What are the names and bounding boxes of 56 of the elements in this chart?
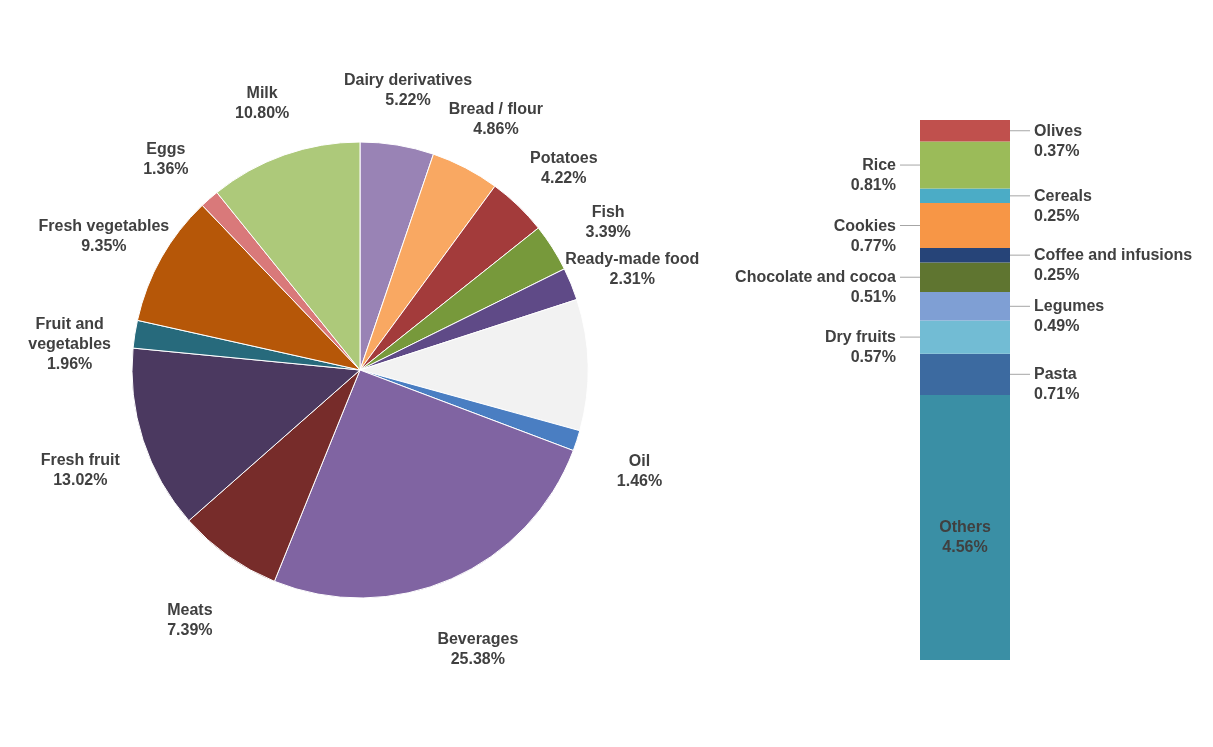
slice-label: Potatoes — [530, 149, 598, 167]
data-label: 4.22% — [541, 169, 587, 187]
data-label: 0.49% — [1034, 317, 1080, 335]
data-label: 0.25% — [1034, 206, 1080, 224]
series-label: Others — [939, 518, 991, 536]
bar — [920, 247, 1010, 263]
data-label: 0.25% — [1034, 266, 1080, 284]
data-label: 0.71% — [1034, 385, 1080, 403]
data-label: 0.37% — [1034, 141, 1080, 159]
series-label: Pasta — [1034, 365, 1077, 383]
series-label: Dry fruits — [824, 328, 897, 346]
slice-label: Oil — [628, 452, 651, 470]
data-label: 1.36% — [143, 160, 189, 178]
series-label: Coffee and infusions — [1034, 246, 1193, 264]
slice-label: Fish — [591, 203, 625, 221]
data-label: 9.35% — [81, 236, 127, 254]
data-label: 4.86% — [473, 120, 519, 138]
series-label: Cookies — [833, 216, 897, 234]
slice-label: Meats — [167, 600, 213, 618]
series-label: Legumes — [1034, 297, 1105, 315]
data-label: 0.57% — [850, 348, 896, 366]
series-label: Cereals — [1034, 186, 1092, 204]
bar — [920, 203, 1010, 248]
bar — [920, 394, 1010, 660]
data-label: 5.22% — [385, 90, 431, 108]
series-label: Chocolate and cocoa — [735, 268, 897, 286]
bar — [920, 262, 1010, 293]
slice-label: Eggs — [146, 140, 186, 158]
data-label: 1.96% — [46, 354, 93, 372]
series-label: Rice — [862, 156, 897, 174]
slice-label: Ready-made food — [565, 250, 700, 268]
slice-label: Beverages — [437, 630, 519, 648]
bar — [920, 120, 1010, 142]
bar — [920, 320, 1010, 354]
data-label: 1.46% — [616, 472, 663, 490]
data-label: 7.39% — [167, 620, 213, 638]
slice-label: Bread / flour — [448, 100, 544, 118]
data-label: 3.39% — [585, 223, 631, 241]
slice-label: Fruit and vegetables — [28, 314, 112, 352]
slice-label: Dairy derivatives — [343, 70, 473, 88]
slice-label: Fresh fruit — [40, 451, 121, 469]
slice-label: Fresh vegetables — [38, 216, 170, 234]
series-label: Olives — [1034, 121, 1083, 139]
slice-label: Milk — [246, 83, 278, 101]
data-label: 2.31% — [609, 270, 655, 288]
bar — [920, 188, 1010, 204]
data-label: 10.80% — [235, 103, 290, 121]
data-label: 4.56% — [942, 538, 988, 556]
data-label: 0.51% — [850, 288, 896, 306]
bar — [920, 292, 1010, 321]
bar — [920, 353, 1010, 395]
data-label: 13.02% — [53, 471, 108, 489]
data-label: 0.81% — [850, 176, 896, 194]
data-label: 0.77% — [850, 236, 896, 254]
bar — [920, 141, 1010, 189]
data-label: 25.38% — [450, 650, 505, 668]
